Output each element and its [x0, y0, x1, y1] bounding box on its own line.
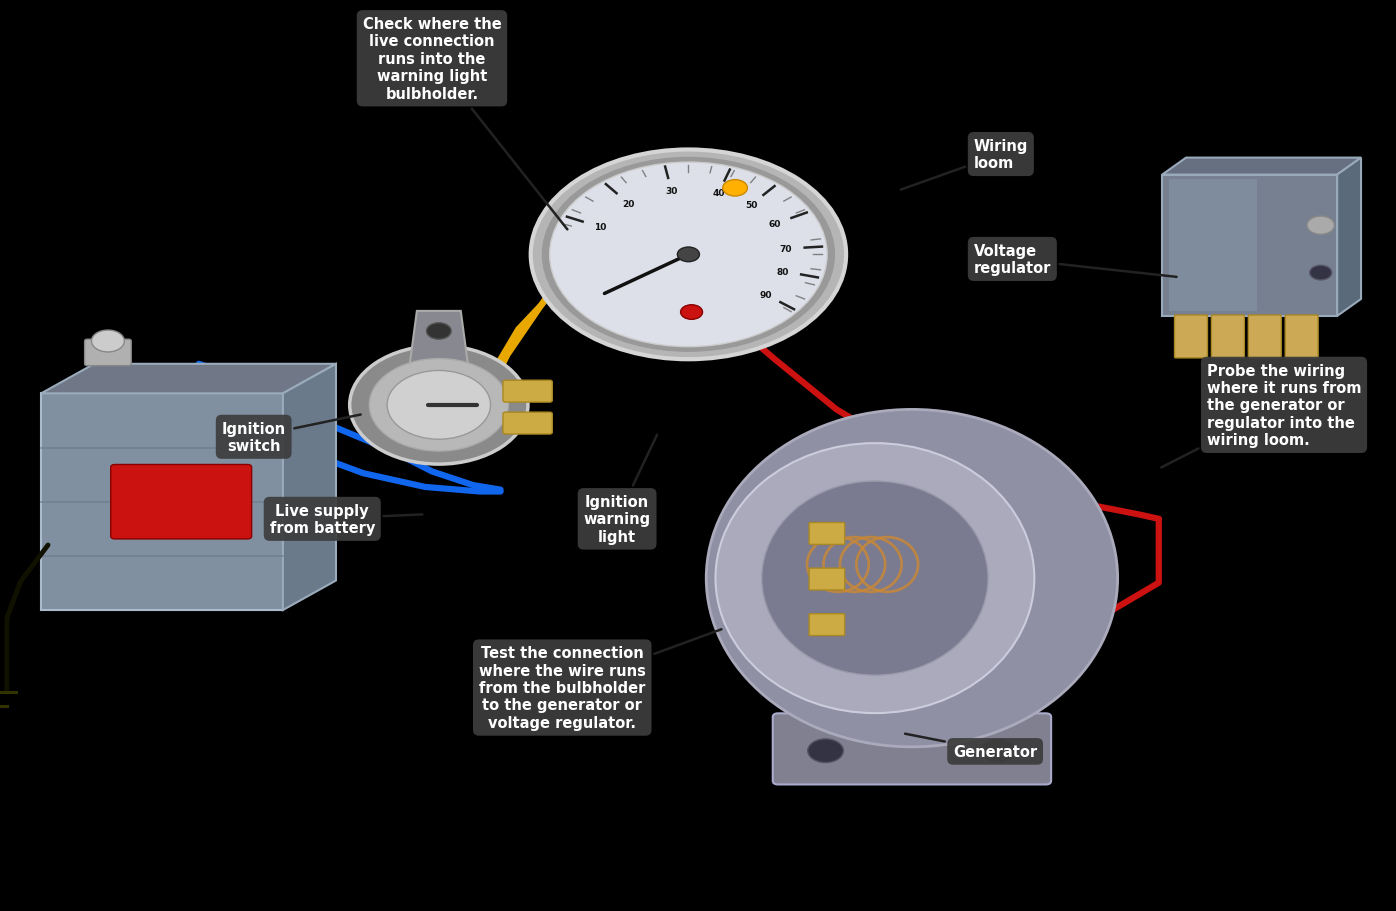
Polygon shape	[283, 364, 336, 610]
FancyBboxPatch shape	[503, 413, 553, 435]
Ellipse shape	[716, 444, 1034, 713]
Polygon shape	[40, 394, 283, 610]
Circle shape	[370, 359, 508, 452]
Polygon shape	[40, 364, 336, 394]
Circle shape	[681, 305, 702, 320]
Circle shape	[1309, 266, 1332, 281]
Text: 10: 10	[593, 223, 606, 232]
Polygon shape	[409, 312, 469, 373]
Text: 30: 30	[666, 187, 677, 196]
FancyBboxPatch shape	[1174, 316, 1208, 359]
Text: 20: 20	[623, 200, 634, 209]
Ellipse shape	[706, 410, 1118, 747]
FancyBboxPatch shape	[1212, 316, 1244, 359]
Text: 90: 90	[759, 291, 772, 300]
Circle shape	[530, 150, 846, 360]
Circle shape	[808, 739, 843, 763]
Text: Probe the wiring
where it runs from
the generator or
regulator into the
wiring l: Probe the wiring where it runs from the …	[1161, 363, 1361, 468]
Text: Generator: Generator	[905, 734, 1037, 759]
Text: Wiring
loom: Wiring loom	[900, 138, 1027, 190]
Circle shape	[677, 248, 699, 262]
FancyBboxPatch shape	[85, 340, 131, 366]
FancyBboxPatch shape	[773, 713, 1051, 784]
Circle shape	[542, 158, 835, 353]
Circle shape	[92, 331, 124, 353]
Circle shape	[427, 323, 451, 340]
Polygon shape	[1337, 159, 1361, 317]
Circle shape	[550, 163, 828, 347]
FancyBboxPatch shape	[810, 614, 845, 636]
Polygon shape	[1163, 159, 1361, 176]
Text: Ignition
switch: Ignition switch	[222, 415, 360, 454]
Text: 40: 40	[712, 189, 725, 198]
FancyBboxPatch shape	[110, 465, 251, 539]
Circle shape	[723, 180, 747, 197]
FancyBboxPatch shape	[810, 523, 845, 545]
Text: 50: 50	[745, 200, 758, 210]
FancyBboxPatch shape	[1286, 316, 1318, 359]
Circle shape	[980, 739, 1016, 763]
Text: Ignition
warning
light: Ignition warning light	[584, 435, 658, 544]
FancyBboxPatch shape	[810, 568, 845, 590]
Circle shape	[349, 346, 528, 465]
Text: 80: 80	[776, 268, 789, 276]
FancyBboxPatch shape	[503, 381, 553, 403]
Text: Check where the
live connection
runs into the
warning light
bulbholder.: Check where the live connection runs int…	[363, 17, 567, 230]
FancyBboxPatch shape	[1168, 180, 1256, 312]
Text: 60: 60	[769, 220, 780, 229]
Text: Live supply
from battery: Live supply from battery	[269, 503, 423, 536]
Text: Voltage
regulator: Voltage regulator	[973, 243, 1177, 278]
FancyBboxPatch shape	[1248, 316, 1282, 359]
Circle shape	[1307, 217, 1335, 235]
Text: Test the connection
where the wire runs
from the bulbholder
to the generator or
: Test the connection where the wire runs …	[479, 630, 722, 730]
Ellipse shape	[762, 482, 988, 675]
FancyBboxPatch shape	[1163, 176, 1337, 317]
Text: 70: 70	[779, 245, 792, 254]
Circle shape	[387, 371, 490, 440]
